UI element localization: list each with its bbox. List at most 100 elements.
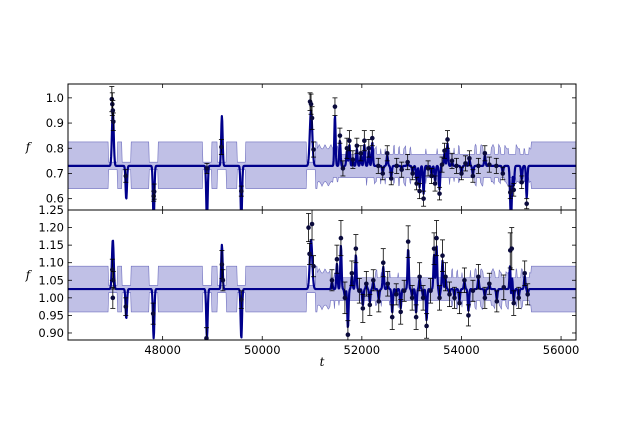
bottom-data-point [309, 210, 315, 241]
data-marker [393, 292, 399, 297]
data-marker [220, 277, 226, 283]
top-panel: 0.6 0.7 0.8 0.9 1.0 f [25, 83, 577, 211]
top-data-point [340, 160, 346, 177]
data-marker [487, 281, 492, 287]
bottom-data-point [413, 304, 419, 330]
bottom-data-point [465, 304, 471, 327]
data-marker [399, 167, 404, 172]
data-marker [516, 295, 522, 301]
bottom-data-point [446, 281, 452, 308]
top-data-point [109, 86, 115, 113]
top-data-point [507, 185, 513, 200]
top-data-point [123, 169, 129, 183]
data-marker [470, 173, 476, 179]
data-marker [111, 119, 116, 125]
bottom-data-point [203, 327, 209, 340]
top-data-point [470, 169, 476, 183]
data-marker [482, 295, 488, 301]
top-data-point [482, 145, 488, 162]
data-marker [342, 295, 348, 301]
data-marker [311, 263, 316, 269]
data-marker [358, 151, 364, 156]
data-marker [364, 281, 369, 287]
top-data-point [524, 198, 530, 210]
top-ylabel: f [25, 140, 33, 154]
top-data-point [466, 150, 472, 167]
top-data-point [432, 175, 438, 192]
data-marker [389, 314, 395, 320]
top-data-point [361, 130, 367, 152]
bottom-data-point [451, 286, 457, 309]
top-data-point [218, 139, 224, 155]
top-data-point [311, 141, 317, 158]
top-data-point [475, 157, 481, 174]
x-tick-label: 50000 [244, 343, 281, 357]
bottom-data-point [338, 220, 344, 257]
data-marker [354, 143, 360, 149]
data-marker [437, 295, 442, 301]
top-data-point [109, 92, 115, 116]
bottom-data-point [437, 285, 443, 311]
data-marker [340, 166, 346, 171]
top-data-point [429, 168, 435, 184]
data-marker [350, 157, 356, 162]
bottom-data-point [409, 285, 415, 311]
bottom-data-point [123, 297, 129, 316]
data-marker [366, 145, 372, 151]
data-marker [467, 156, 472, 161]
bottom-data-point [360, 293, 366, 323]
data-marker [388, 176, 394, 181]
data-marker [414, 181, 419, 186]
bottom-data-point [389, 304, 395, 330]
top-data-point [375, 157, 381, 174]
data-marker [519, 179, 525, 185]
top-data-point [442, 142, 448, 159]
data-marker [376, 299, 382, 304]
data-marker [307, 251, 312, 257]
bottom-data-point [486, 272, 492, 295]
bottom-data-point [110, 286, 116, 309]
top-data-point [493, 157, 499, 174]
top-model-line [68, 109, 576, 210]
data-marker [462, 277, 467, 283]
top-data-point [462, 155, 468, 172]
top-data-point [388, 171, 394, 186]
y-tick-label: 0.95 [38, 308, 64, 322]
top-data-point [399, 161, 405, 178]
data-marker [398, 309, 403, 315]
top-data-point [309, 106, 315, 130]
data-marker [410, 171, 415, 176]
data-marker [425, 166, 431, 171]
data-marker [353, 246, 359, 251]
data-marker [476, 163, 481, 169]
data-marker [344, 145, 350, 151]
data-marker [432, 181, 438, 186]
top-data-point [511, 183, 517, 197]
data-marker [511, 187, 517, 193]
data-marker [443, 274, 448, 280]
data-marker [466, 313, 471, 318]
data-marker [431, 246, 437, 251]
data-marker [428, 288, 433, 294]
bottom-data-point [516, 286, 522, 309]
data-marker [345, 332, 351, 338]
data-marker [385, 281, 391, 287]
data-marker [110, 267, 115, 273]
bottom-panel: 0.90 0.95 1.00 1.05 1.10 1.15 1.20 1.25 48000 500… [25, 203, 580, 369]
bottom-data-point [349, 260, 355, 286]
top-data-point [110, 112, 116, 132]
top-data-point [394, 157, 400, 174]
bottom-frame [67, 209, 577, 341]
data-marker [509, 246, 515, 251]
data-marker [500, 171, 506, 176]
bottom-data-point [443, 262, 449, 292]
bottom-data-point [525, 283, 531, 306]
bottom-data-point [110, 271, 116, 290]
bottom-data-point [434, 220, 440, 257]
bottom-data-point [385, 271, 391, 297]
bottom-data-point [494, 290, 500, 313]
top-data-point [458, 166, 464, 181]
bottom-data-point [501, 274, 507, 300]
data-marker [424, 323, 429, 329]
data-marker [417, 188, 422, 194]
